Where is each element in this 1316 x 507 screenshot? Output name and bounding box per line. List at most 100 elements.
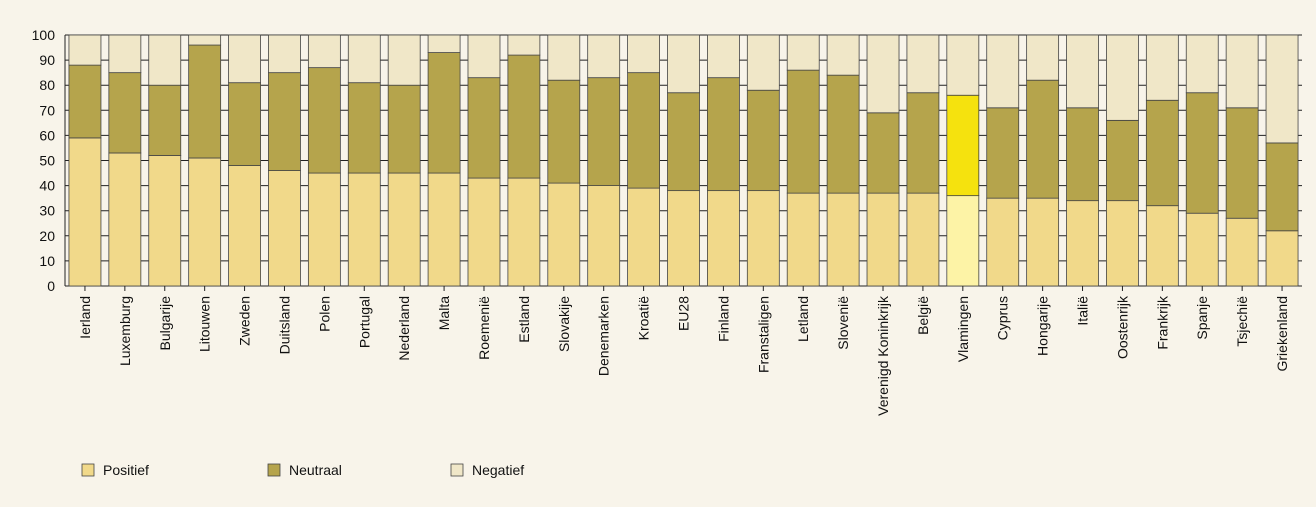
bar-segment-negatief — [1145, 34, 1179, 101]
x-tick-label: Oostenrijk — [1114, 295, 1130, 359]
x-tick-label: Denemarken — [596, 296, 612, 376]
x-tick-label: Vlamingen — [955, 296, 971, 362]
bar-segment-negatief — [906, 34, 940, 94]
bar-segment-positief — [986, 197, 1020, 287]
bar-segment-neutraal — [268, 72, 301, 171]
bar-segment-positief — [1145, 205, 1179, 287]
legend-label: Neutraal — [289, 462, 342, 478]
bar-segment-neutraal — [307, 67, 341, 174]
bar-segment-negatief — [1106, 34, 1139, 121]
x-tick-label: België — [915, 296, 931, 335]
y-tick-label: 70 — [39, 102, 55, 118]
bar-segment-positief — [707, 190, 740, 287]
bar-segment-neutraal — [148, 84, 182, 156]
x-tick-label: Tsjechië — [1234, 296, 1250, 347]
y-tick-label: 50 — [39, 153, 55, 169]
y-tick-label: 90 — [39, 52, 55, 68]
x-tick-label: Nederland — [396, 296, 412, 361]
bar-segment-neutraal — [1225, 107, 1259, 219]
bar-segment-positief — [427, 172, 461, 287]
x-tick-label: Finland — [715, 296, 731, 342]
x-tick-label: Franstaligen — [755, 296, 771, 373]
legend-label: Negatief — [472, 462, 524, 478]
bar-segment-negatief — [1265, 34, 1299, 144]
bar-segment-negatief — [268, 34, 301, 74]
bar-segment-neutraal — [108, 72, 142, 154]
legend-label: Positief — [103, 462, 149, 478]
bar-segment-positief — [387, 172, 421, 287]
x-tick-label: Estland — [516, 296, 532, 343]
y-tick-label: 60 — [39, 127, 55, 143]
x-tick-label: Italië — [1075, 296, 1091, 326]
bar-segment-negatief — [108, 34, 142, 74]
bar-segment-neutraal — [387, 84, 421, 174]
bar-segment-neutraal — [826, 74, 860, 194]
bar-segment-neutraal — [1265, 142, 1299, 232]
bar-segment-negatief — [1225, 34, 1259, 109]
x-tick-label: Griekenland — [1274, 296, 1290, 372]
bar-segment-negatief — [547, 34, 581, 81]
y-tick-label: 40 — [39, 178, 55, 194]
bar-segment-negatief — [826, 34, 860, 76]
bar-segment-neutraal — [1185, 92, 1219, 214]
bar-segment-negatief — [627, 34, 660, 74]
bar-segment-positief — [507, 177, 541, 287]
bar-segment-neutraal — [507, 54, 541, 179]
x-tick-label: Litouwen — [197, 296, 213, 352]
bar-segment-neutraal — [427, 52, 461, 174]
legend-swatch — [81, 463, 95, 477]
bar-segment-negatief — [427, 34, 461, 53]
bar-segment-neutraal — [946, 94, 980, 197]
bar-segment-positief — [148, 155, 182, 287]
x-tick-label: Bulgarije — [157, 296, 173, 351]
bar-segment-positief — [1225, 217, 1259, 287]
x-tick-label: Verenigd Koninkrijk — [875, 295, 891, 416]
bar-segment-positief — [547, 182, 581, 287]
bar-segment-positief — [307, 172, 341, 287]
bar-segment-neutraal — [1066, 107, 1099, 202]
bar-segment-positief — [1026, 197, 1060, 287]
bar-segment-positief — [1106, 200, 1139, 287]
bar-segment-positief — [467, 177, 501, 287]
legend-swatch — [267, 463, 281, 477]
bar-segment-positief — [786, 192, 820, 287]
bar-segment-positief — [1265, 230, 1299, 287]
bar-segment-negatief — [946, 34, 980, 96]
bar-segment-neutraal — [547, 79, 581, 184]
x-tick-label: Letland — [795, 296, 811, 342]
bar-segment-negatief — [986, 34, 1020, 109]
x-tick-label: Slovakije — [556, 296, 572, 352]
x-tick-label: Slovenië — [835, 296, 851, 350]
x-tick-label: Luxemburg — [117, 296, 133, 366]
bar-segment-neutraal — [347, 82, 381, 174]
x-tick-label: Portugal — [356, 296, 372, 348]
bar-segment-neutraal — [228, 82, 261, 166]
bar-segment-positief — [347, 172, 381, 287]
bar-segment-positief — [946, 195, 980, 287]
bar-segment-negatief — [467, 34, 501, 79]
y-tick-label: 30 — [39, 203, 55, 219]
x-tick-label: Duitsland — [276, 296, 292, 354]
bar-segment-neutraal — [746, 89, 780, 192]
x-tick-label: Malta — [436, 296, 452, 330]
y-tick-label: 10 — [39, 253, 55, 269]
bar-segment-positief — [906, 192, 940, 287]
legend-swatch — [450, 463, 464, 477]
bar-segment-positief — [68, 137, 102, 287]
y-tick-label: 0 — [47, 278, 55, 294]
bar-segment-negatief — [68, 34, 102, 66]
bar-segment-positief — [587, 185, 621, 287]
bar-segment-negatief — [1066, 34, 1099, 109]
x-tick-label: Ierland — [77, 296, 93, 339]
bar-segment-neutraal — [587, 77, 621, 186]
bar-segment-neutraal — [1026, 79, 1060, 199]
bar-segment-neutraal — [707, 77, 740, 192]
bar-segment-positief — [228, 165, 261, 287]
x-tick-label: EU28 — [676, 296, 692, 331]
x-tick-label: Zweden — [237, 296, 253, 346]
bar-segment-neutraal — [866, 112, 900, 194]
bar-segment-positief — [866, 192, 900, 287]
bar-segment-negatief — [387, 34, 421, 86]
